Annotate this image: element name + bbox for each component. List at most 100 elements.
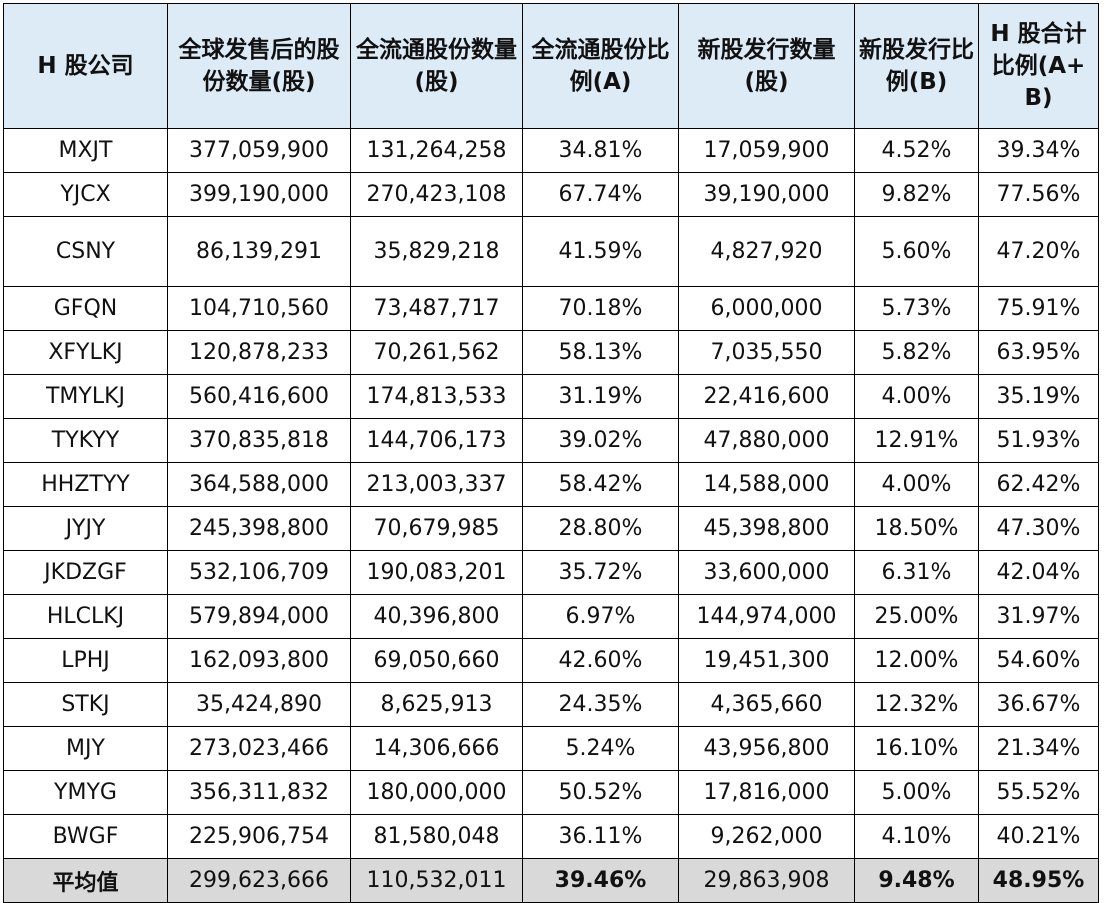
cell-circulating-shares: 70,679,985 [350,506,523,551]
cell-company: TYKYY [3,418,168,463]
table-row: TMYLKJ 560,416,600 174,813,533 31.19% 22,416… [3,374,1099,419]
cell-company: MJY [3,726,168,771]
table-row: YMYG 356,311,832 180,000,000 50.52% 17,816,0… [3,770,1099,815]
cell-new-shares: 144,974,000 [678,594,855,639]
table-row: TYKYY 370,835,818 144,706,173 39.02% 47,880,… [3,418,1099,463]
cell-new-shares: 4,365,660 [678,682,855,727]
cell-company: BWGF [3,814,168,859]
cell-new-share-ratio: 12.32% [854,682,979,727]
cell-new-shares: 47,880,000 [678,418,855,463]
cell-new-shares: 39,190,000 [678,172,855,217]
cell-total-shares: 370,835,818 [167,418,351,463]
cell-circulating-shares: 35,829,218 [350,216,523,287]
average-row: 平均值 299,623,666 110,532,011 39.46% 29,863,90… [3,858,1099,903]
cell-company: JKDZGF [3,550,168,595]
average-total-shares: 299,623,666 [167,858,351,903]
cell-new-shares: 45,398,800 [678,506,855,551]
cell-company: TMYLKJ [3,374,168,419]
table-row: LPHJ 162,093,800 69,050,660 42.60% 19,451,30… [3,638,1099,683]
cell-new-shares: 19,451,300 [678,638,855,683]
cell-company: LPHJ [3,638,168,683]
cell-total-shares: 162,093,800 [167,638,351,683]
cell-circulating-shares: 81,580,048 [350,814,523,859]
cell-circulating-shares: 14,306,666 [350,726,523,771]
cell-circulating-ratio: 6.97% [522,594,679,639]
header-new-share-ratio: 新股发行比例(B) [854,3,979,129]
cell-circulating-ratio: 58.13% [522,330,679,375]
cell-company: YJCX [3,172,168,217]
cell-total-shares: 532,106,709 [167,550,351,595]
cell-total-shares: 377,059,900 [167,128,351,173]
cell-total-ratio: 31.97% [978,594,1099,639]
cell-new-shares: 9,262,000 [678,814,855,859]
cell-new-shares: 43,956,800 [678,726,855,771]
table-row: HLCLKJ 579,894,000 40,396,800 6.97% 144,974,… [3,594,1099,639]
table-body: MXJT 377,059,900 131,264,258 34.81% 17,059,9… [3,128,1099,903]
cell-total-ratio: 40.21% [978,814,1099,859]
cell-circulating-shares: 8,625,913 [350,682,523,727]
cell-total-shares: 35,424,890 [167,682,351,727]
cell-total-ratio: 54.60% [978,638,1099,683]
cell-company: YMYG [3,770,168,815]
average-circulating-ratio: 39.46% [522,858,679,903]
cell-total-shares: 86,139,291 [167,216,351,287]
header-company: H 股公司 [3,3,168,129]
cell-new-share-ratio: 12.00% [854,638,979,683]
cell-circulating-shares: 131,264,258 [350,128,523,173]
average-total-ratio: 48.95% [978,858,1099,903]
cell-circulating-ratio: 41.59% [522,216,679,287]
cell-circulating-ratio: 5.24% [522,726,679,771]
cell-total-ratio: 39.34% [978,128,1099,173]
cell-circulating-shares: 144,706,173 [350,418,523,463]
cell-total-ratio: 75.91% [978,286,1099,331]
cell-circulating-ratio: 70.18% [522,286,679,331]
cell-circulating-ratio: 34.81% [522,128,679,173]
cell-total-ratio: 77.56% [978,172,1099,217]
cell-total-ratio: 35.19% [978,374,1099,419]
cell-new-share-ratio: 5.00% [854,770,979,815]
header-new-shares: 新股发行数量(股) [678,3,855,129]
cell-company: XFYLKJ [3,330,168,375]
cell-new-shares: 17,059,900 [678,128,855,173]
average-new-shares: 29,863,908 [678,858,855,903]
cell-circulating-ratio: 67.74% [522,172,679,217]
cell-circulating-ratio: 35.72% [522,550,679,595]
header-row: H 股公司 全球发售后的股份数量(股) 全流通股份数量(股) 全流通股份比例(A… [3,3,1099,129]
cell-company: STKJ [3,682,168,727]
cell-new-share-ratio: 6.31% [854,550,979,595]
cell-circulating-shares: 70,261,562 [350,330,523,375]
cell-company: JYJY [3,506,168,551]
cell-new-shares: 17,816,000 [678,770,855,815]
cell-total-ratio: 47.20% [978,216,1099,287]
cell-new-shares: 6,000,000 [678,286,855,331]
cell-new-share-ratio: 18.50% [854,506,979,551]
cell-new-share-ratio: 25.00% [854,594,979,639]
cell-circulating-ratio: 24.35% [522,682,679,727]
table-row: BWGF 225,906,754 81,580,048 36.11% 9,262,000… [3,814,1099,859]
cell-total-shares: 579,894,000 [167,594,351,639]
table-row: XFYLKJ 120,878,233 70,261,562 58.13% 7,035,5… [3,330,1099,375]
cell-company: HLCLKJ [3,594,168,639]
cell-new-share-ratio: 9.82% [854,172,979,217]
cell-circulating-ratio: 28.80% [522,506,679,551]
cell-new-shares: 4,827,920 [678,216,855,287]
cell-circulating-ratio: 58.42% [522,462,679,507]
average-circulating-shares: 110,532,011 [350,858,523,903]
cell-new-share-ratio: 5.82% [854,330,979,375]
cell-new-share-ratio: 4.00% [854,374,979,419]
cell-circulating-shares: 40,396,800 [350,594,523,639]
h-share-data-table: H 股公司 全球发售后的股份数量(股) 全流通股份数量(股) 全流通股份比例(A… [3,3,1099,903]
cell-circulating-shares: 174,813,533 [350,374,523,419]
cell-company: HHZTYY [3,462,168,507]
table-row: YJCX 399,190,000 270,423,108 67.74% 39,190,0… [3,172,1099,217]
cell-total-ratio: 42.04% [978,550,1099,595]
cell-new-share-ratio: 4.10% [854,814,979,859]
cell-circulating-shares: 69,050,660 [350,638,523,683]
cell-total-shares: 273,023,466 [167,726,351,771]
cell-total-ratio: 36.67% [978,682,1099,727]
cell-total-ratio: 62.42% [978,462,1099,507]
table-row: HHZTYY 364,588,000 213,003,337 58.42% 14,588… [3,462,1099,507]
cell-company: CSNY [3,216,168,287]
cell-new-shares: 22,416,600 [678,374,855,419]
cell-circulating-shares: 213,003,337 [350,462,523,507]
